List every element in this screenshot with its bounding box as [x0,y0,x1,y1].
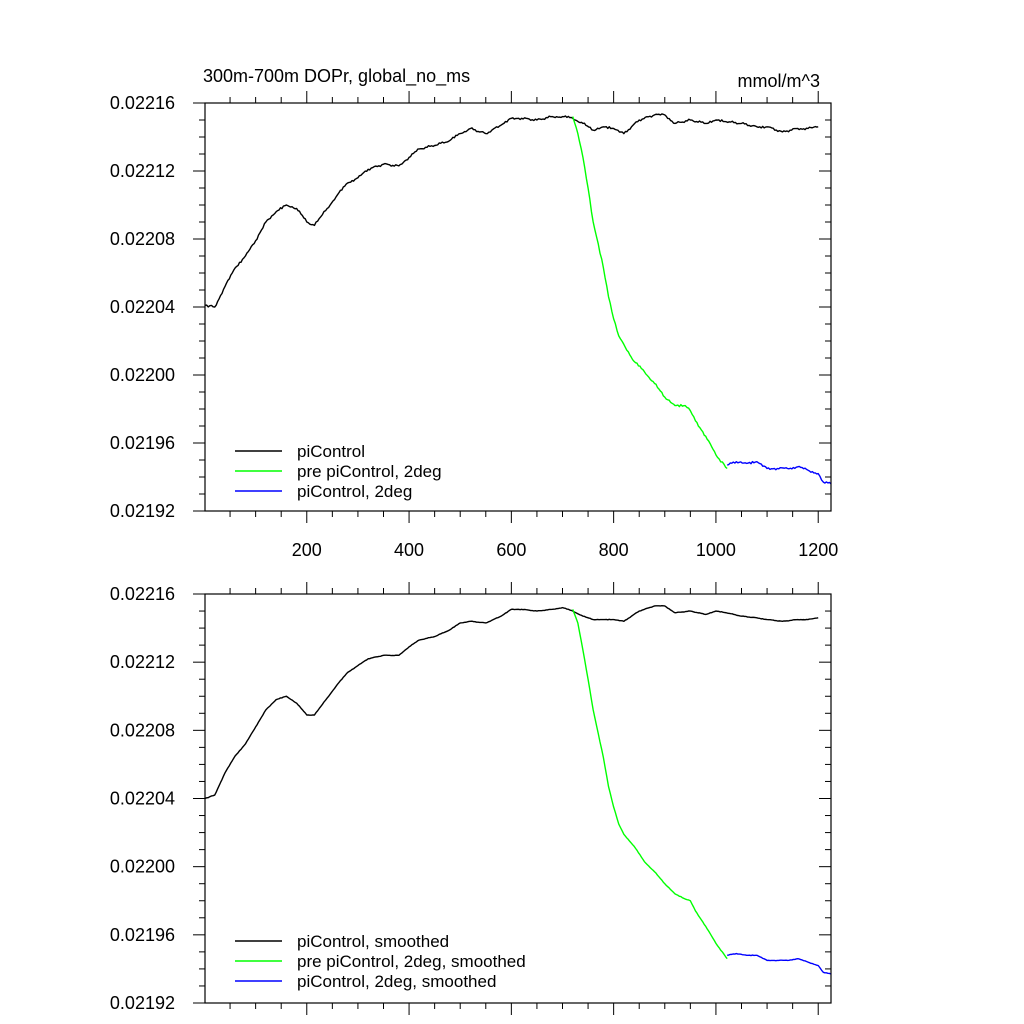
y-tick-label: 0.02200 [110,857,175,877]
legend-label: pre piControl, 2deg [297,462,442,481]
top-panel: 300m-700m DOPr, global_no_ms mmol/m^3 0.… [110,66,838,560]
y-tick-label: 0.02204 [110,297,175,317]
top-panel-title: 300m-700m DOPr, global_no_ms [203,66,470,87]
x-tick-label: 400 [394,540,424,560]
x-tick-label: 1200 [798,540,838,560]
top-axis-ticks: 0.02192 0.02196 0.02200 0.02204 0.02208 0.022… [110,91,838,560]
series-line [204,605,819,800]
y-tick-label: 0.02208 [110,720,175,740]
series-line [727,952,832,975]
bottom-axis-ticks: 0.02192 0.02196 0.02200 0.02204 0.02208 0.022… [110,582,831,1015]
y-tick-label: 0.02192 [110,993,175,1013]
y-tick-label: 0.02216 [110,93,175,113]
legend-label: piControl, 2deg [297,482,412,501]
series-line [572,116,728,470]
legend-label: piControl, 2deg, smoothed [297,972,496,991]
top-plot-area [204,113,832,485]
y-tick-label: 0.02196 [110,433,175,453]
legend-label: piControl [297,442,365,461]
y-tick-label: 0.02200 [110,365,175,385]
y-tick-label: 0.02212 [110,161,175,181]
y-tick-label: 0.02192 [110,501,175,521]
y-tick-label: 0.02216 [110,584,175,604]
bottom-panel: 0.02192 0.02196 0.02200 0.02204 0.02208 0.022… [110,582,832,1015]
top-panel-units: mmol/m^3 [738,71,820,91]
y-tick-label: 0.02204 [110,789,175,809]
legend-label: pre piControl, 2deg, smoothed [297,952,526,971]
legend-label: piControl, smoothed [297,932,449,951]
x-tick-label: 800 [599,540,629,560]
x-tick-label: 600 [496,540,526,560]
series-line [572,609,728,960]
series-line [204,113,819,308]
y-tick-label: 0.02212 [110,652,175,672]
bottom-plot-area [204,605,832,975]
x-tick-label: 200 [292,540,322,560]
y-tick-label: 0.02208 [110,229,175,249]
series-line [726,460,832,485]
x-tick-label: 1000 [696,540,736,560]
y-tick-label: 0.02196 [110,925,175,945]
